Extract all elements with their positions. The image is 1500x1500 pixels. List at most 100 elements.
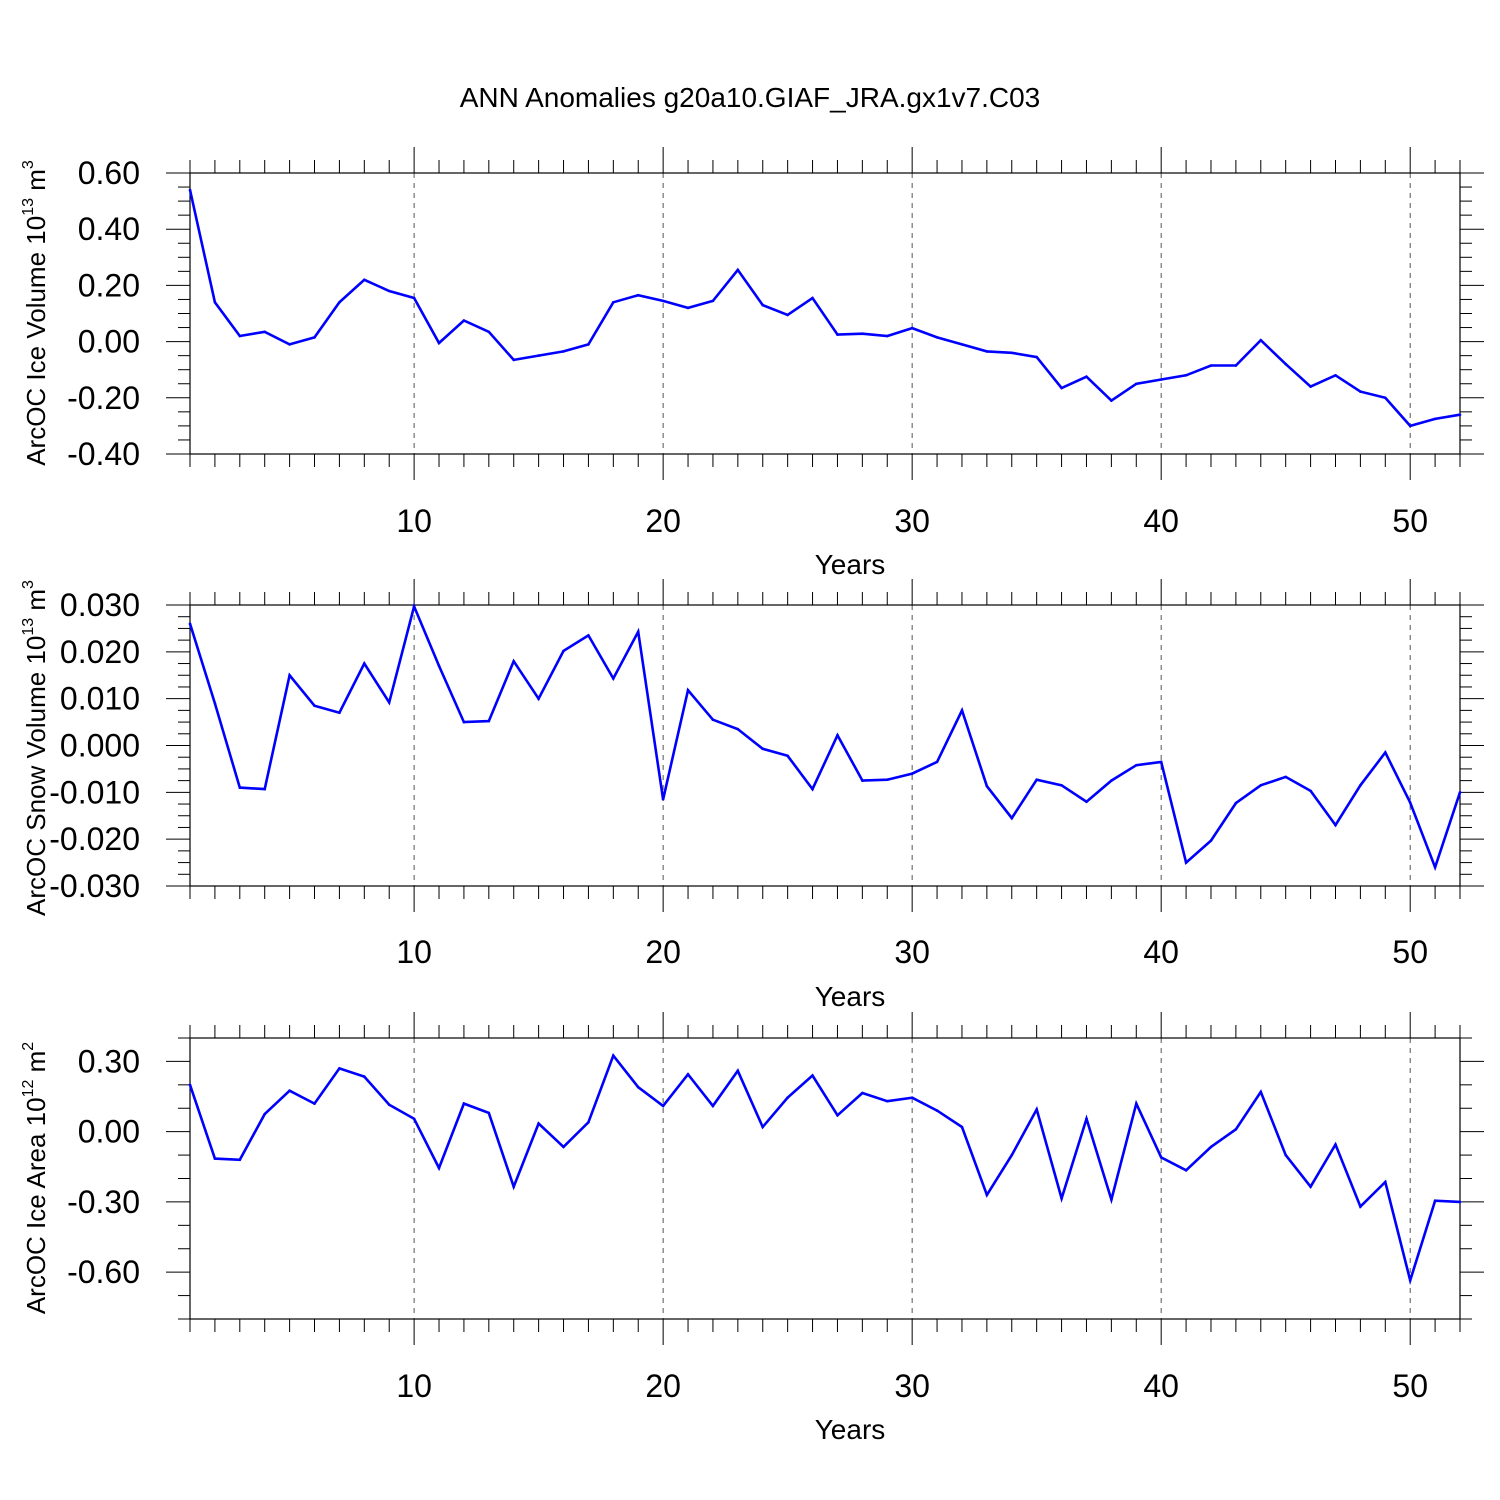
data-point <box>935 760 939 764</box>
data-point <box>1259 1090 1263 1094</box>
data-point <box>686 688 690 692</box>
x-tick-label: 10 <box>396 503 432 539</box>
y-tick-label: 0.00 <box>78 324 140 360</box>
data-point <box>910 772 914 775</box>
data-point <box>861 1091 864 1095</box>
series-line <box>188 602 1462 872</box>
y-tick-label: 0.60 <box>78 155 140 191</box>
data-point <box>985 350 989 353</box>
data-point <box>562 649 565 653</box>
y-tick-label: 0.20 <box>78 267 140 303</box>
data-point <box>711 299 715 303</box>
x-tick-label: 40 <box>1143 934 1179 970</box>
data-point <box>886 778 889 781</box>
data-point <box>1309 1185 1312 1188</box>
data-point <box>387 289 391 293</box>
data-point <box>537 697 540 700</box>
data-point <box>213 301 217 304</box>
x-tick-label: 30 <box>894 1368 930 1404</box>
data-point <box>263 787 267 791</box>
data-point <box>1234 1128 1238 1131</box>
data-point <box>711 1104 715 1108</box>
x-tick-label: 10 <box>396 934 432 970</box>
data-point <box>661 299 665 303</box>
data-point <box>1384 1180 1387 1184</box>
data-point <box>387 1103 391 1106</box>
data-point <box>1408 801 1412 804</box>
data-point <box>238 1158 242 1162</box>
x-tick-label: 20 <box>645 1368 681 1404</box>
data-point <box>288 1089 291 1092</box>
data-point <box>886 1099 889 1103</box>
data-point <box>935 336 939 339</box>
data-point <box>861 332 864 336</box>
data-point <box>1359 1205 1362 1208</box>
data-point <box>1209 1145 1213 1149</box>
y-tick-label: -0.40 <box>67 436 140 472</box>
panel-1: 0.60 0.40 0.20 0.00 -0.20 -0.40 10 20 30 40 50 Year… <box>20 147 1484 580</box>
data-point <box>736 727 740 731</box>
data-point <box>1085 375 1088 379</box>
data-point <box>587 1121 590 1124</box>
data-point <box>1110 779 1113 782</box>
y-tick-label: 0.00 <box>78 1114 140 1150</box>
data-point <box>238 786 242 789</box>
data-point <box>1010 816 1014 820</box>
y-axis-label: ArcOC Ice Area 1012 m2 <box>20 1042 51 1314</box>
data-point <box>886 334 889 338</box>
data-point <box>1284 362 1287 366</box>
data-point <box>1135 763 1138 767</box>
plot-frame <box>189 1037 1461 1320</box>
data-point <box>313 1102 316 1105</box>
x-axis-label: Years <box>815 981 886 1012</box>
x-axis-label: Years <box>815 1414 886 1445</box>
data-point <box>1408 424 1412 428</box>
data-point <box>1334 1143 1337 1146</box>
data-point <box>213 702 217 705</box>
data-point <box>512 358 515 362</box>
y-tick-label: 0.010 <box>60 681 140 717</box>
data-point <box>1433 417 1437 421</box>
data-point <box>1259 784 1263 787</box>
data-point <box>313 704 316 707</box>
panel-3: 0.30 0.00 -0.30 -0.60 10 20 30 40 50 Years ArcOC I… <box>20 1012 1484 1445</box>
data-point <box>487 719 491 723</box>
y-tick-label: 0.40 <box>78 211 140 247</box>
data-point <box>761 747 764 751</box>
y-tick-label: 0.030 <box>60 587 140 623</box>
data-point <box>960 343 964 346</box>
data-point <box>761 1125 764 1129</box>
data-point <box>512 1185 515 1188</box>
data-point <box>960 709 964 712</box>
data-point <box>288 343 291 346</box>
data-point <box>1209 364 1213 367</box>
data-point <box>1060 1197 1063 1200</box>
y-tick-label: -0.60 <box>67 1254 140 1290</box>
data-point <box>263 1112 267 1116</box>
data-point <box>786 754 789 758</box>
y-tick-label: 0.020 <box>60 634 140 670</box>
y-tick-label: 0.000 <box>60 728 140 764</box>
y-tick-label: -0.010 <box>49 774 140 810</box>
data-point <box>338 1067 341 1070</box>
data-point <box>1010 1153 1014 1157</box>
y-tick-label: -0.20 <box>67 380 140 416</box>
data-point <box>612 1054 615 1057</box>
x-tick-label: 50 <box>1392 1368 1428 1404</box>
data-point <box>612 301 615 304</box>
data-point <box>562 350 565 353</box>
data-point <box>587 343 590 346</box>
plot-frame <box>189 172 1461 455</box>
data-point <box>487 330 491 334</box>
x-tick-label: 20 <box>645 503 681 539</box>
panel-2: 0.030 0.020 0.010 0.000 -0.010 -0.020 -0.030 10… <box>20 579 1484 1012</box>
data-point <box>786 313 789 317</box>
data-point <box>1458 791 1462 794</box>
data-point <box>761 303 764 307</box>
x-tick-label: 50 <box>1392 934 1428 970</box>
data-point <box>612 677 615 680</box>
data-point <box>985 1193 989 1197</box>
data-point <box>313 336 316 339</box>
x-axis-label: Years <box>815 549 886 580</box>
